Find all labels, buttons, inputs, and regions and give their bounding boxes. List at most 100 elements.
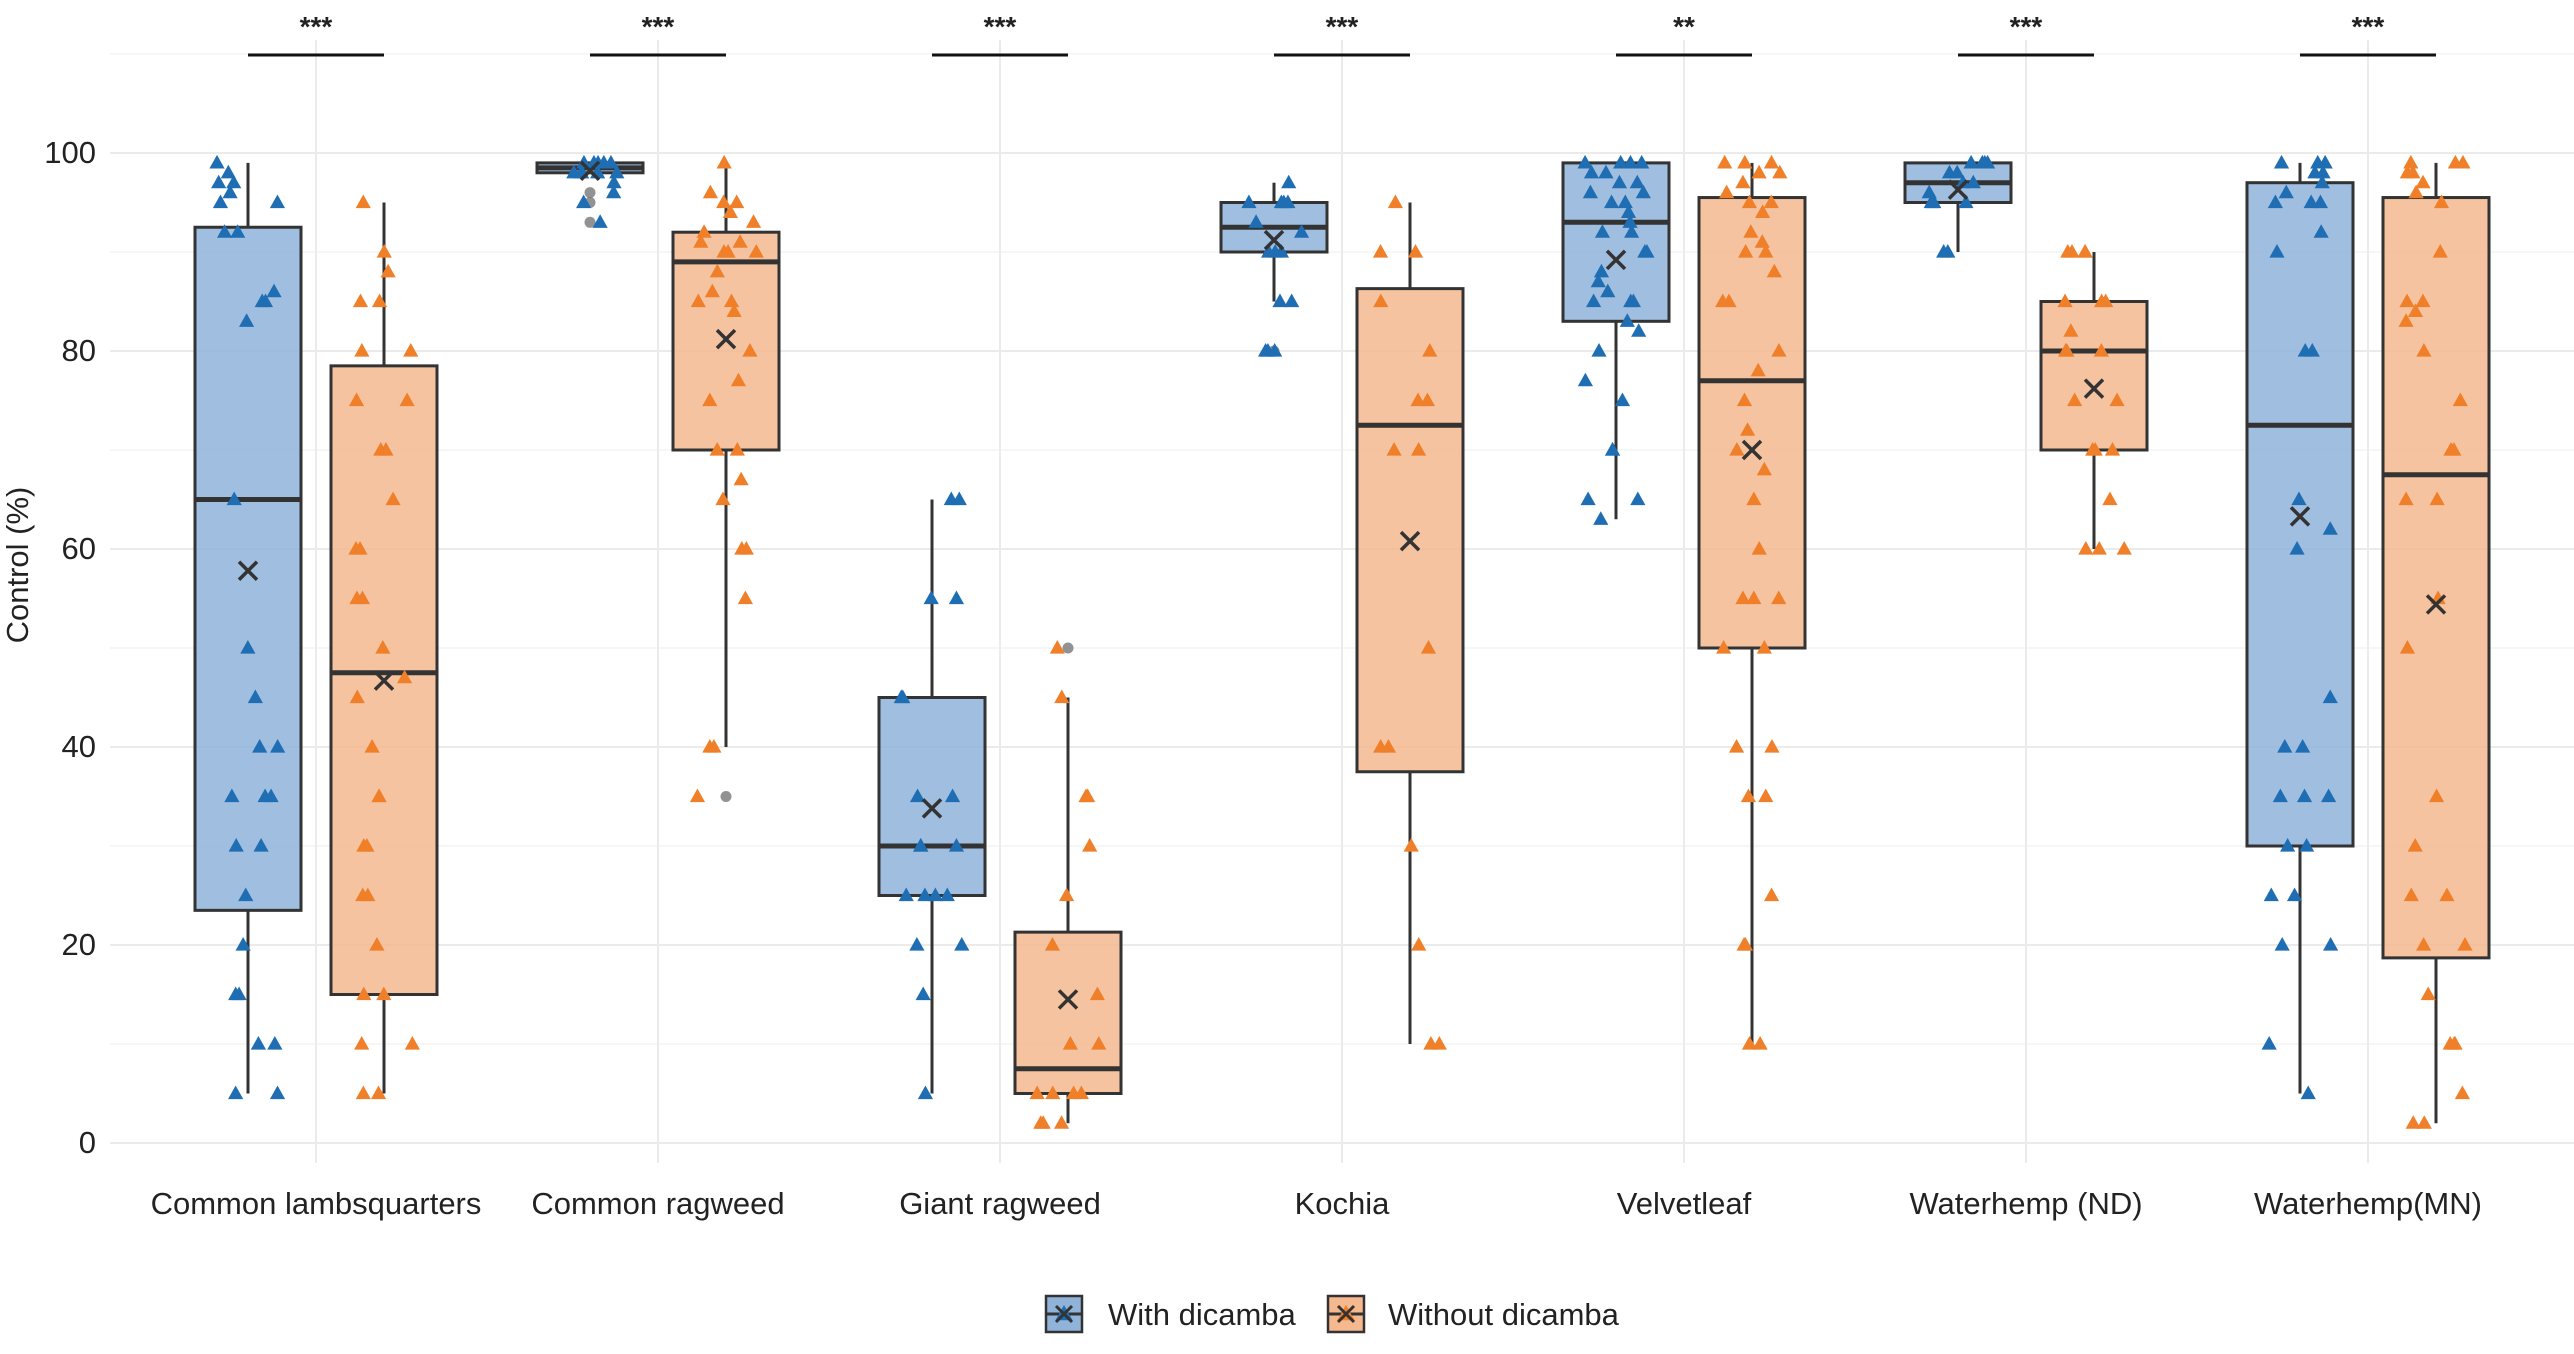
data-point — [399, 392, 415, 407]
mean-marker — [1057, 989, 1079, 1010]
data-point — [1089, 986, 1105, 1001]
data-point — [720, 244, 736, 258]
data-point — [1715, 293, 1731, 308]
data-point — [715, 491, 731, 506]
data-point — [1756, 640, 1772, 654]
data-point — [1735, 174, 1751, 189]
data-point — [1593, 511, 1609, 525]
mean-marker — [2289, 506, 2311, 527]
data-point — [1082, 838, 1098, 852]
box-group — [2245, 154, 2355, 1100]
data-point — [1407, 244, 1424, 258]
data-point — [220, 164, 236, 179]
box-group — [2039, 244, 2149, 555]
data-point — [923, 590, 939, 605]
data-point — [1248, 214, 1264, 228]
data-point — [898, 887, 914, 902]
x-tick-label: Giant ragweed — [899, 1186, 1101, 1221]
x-axis: Common lambsquarters Common ragweed Giant … — [151, 1186, 2482, 1221]
data-point — [917, 1085, 934, 1100]
data-point — [1577, 154, 1593, 169]
data-point — [226, 174, 242, 189]
data-point — [1284, 293, 1300, 308]
data-point — [2415, 174, 2431, 189]
data-point — [893, 689, 909, 704]
data-point — [2093, 343, 2109, 357]
data-point — [1619, 313, 1635, 327]
significance-label: *** — [300, 11, 333, 42]
data-point — [709, 263, 725, 278]
data-point — [1763, 194, 1779, 209]
box-iqr — [1697, 196, 1807, 650]
data-point — [690, 293, 706, 308]
data-point — [2278, 184, 2294, 199]
box-group — [2381, 154, 2491, 1129]
data-point — [380, 263, 396, 278]
data-point — [2408, 184, 2424, 199]
data-point — [1719, 184, 1735, 199]
data-point — [2398, 491, 2414, 506]
data-point — [2429, 491, 2445, 506]
data-point — [1766, 263, 1782, 278]
data-point — [1926, 194, 1942, 209]
gridlines — [110, 40, 2574, 1163]
data-point — [212, 194, 229, 209]
data-point — [915, 986, 931, 1001]
data-point — [2407, 838, 2423, 852]
data-point — [948, 838, 965, 852]
data-point — [240, 640, 256, 654]
data-point — [376, 244, 392, 258]
data-point — [696, 224, 712, 238]
data-point — [373, 442, 389, 456]
data-point — [2399, 293, 2415, 308]
data-point — [239, 313, 255, 327]
data-point — [263, 788, 279, 803]
data-point — [722, 204, 739, 218]
data-point — [228, 1085, 244, 1100]
data-point — [723, 293, 740, 308]
data-point — [2399, 640, 2416, 654]
data-point — [1372, 244, 1389, 258]
mean-marker — [2425, 594, 2447, 615]
data-point — [732, 234, 748, 248]
data-point — [702, 184, 719, 199]
data-point — [1763, 887, 1780, 902]
data-point — [909, 937, 925, 951]
data-point — [369, 937, 385, 951]
data-point — [693, 234, 709, 248]
data-point — [1614, 392, 1631, 407]
data-point — [716, 194, 732, 209]
data-point — [1387, 194, 1403, 209]
data-point — [689, 788, 706, 803]
data-point — [1739, 422, 1756, 436]
data-point — [1582, 184, 1599, 199]
legend: With dicamba Without dicamba — [1044, 1294, 1620, 1334]
mean-marker — [373, 670, 395, 691]
y-tick-label: 0 — [79, 1125, 96, 1160]
data-point — [2303, 194, 2319, 209]
legend-item: Without dicamba — [1326, 1294, 1620, 1334]
data-point — [2300, 1085, 2316, 1100]
y-tick-label: 100 — [44, 135, 96, 170]
data-point — [1771, 343, 1787, 357]
data-point — [729, 442, 745, 456]
data-point — [2428, 788, 2445, 803]
data-point — [1591, 343, 1607, 357]
outlier-point — [1062, 642, 1074, 654]
data-point — [2263, 887, 2279, 902]
box-group — [1013, 640, 1123, 1129]
data-point — [1419, 392, 1436, 407]
data-point — [252, 739, 268, 753]
data-point — [1741, 1036, 1758, 1050]
data-point — [576, 194, 592, 209]
data-point — [716, 154, 732, 169]
data-point — [1754, 204, 1771, 218]
data-point — [226, 491, 242, 506]
data-point — [1737, 937, 1754, 951]
data-point — [1751, 541, 1767, 555]
data-point — [1611, 174, 1628, 189]
data-point — [1735, 590, 1751, 605]
outlier-point — [584, 216, 596, 228]
data-point — [1431, 1036, 1447, 1050]
data-point — [1410, 442, 1427, 456]
